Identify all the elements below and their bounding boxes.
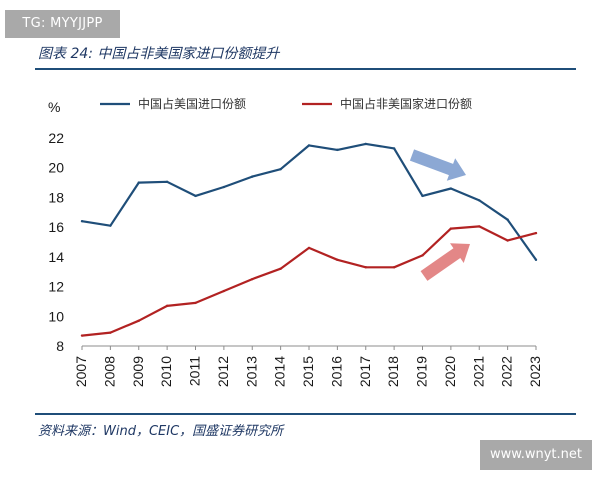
series-1-point [222, 185, 226, 189]
series-2-point [307, 246, 311, 250]
figure-title: 图表 24: 中国占非美国家进口份额提升 [38, 46, 280, 62]
y-tick-label: 8 [56, 338, 64, 354]
series-1-point [251, 175, 254, 178]
y-tick-label: 14 [48, 249, 64, 265]
series-1-point [80, 220, 84, 223]
series-2-point [80, 334, 84, 337]
x-tick-label: 2011 [187, 356, 203, 386]
series-line-1 [81, 142, 537, 261]
x-tick-label: 2017 [357, 356, 373, 387]
y-tick-label: 20 [48, 160, 64, 176]
series-1-point [137, 181, 140, 184]
series-2-point [137, 319, 140, 322]
chart-series [80, 142, 538, 337]
rise-arrow-icon [420, 243, 470, 281]
x-tick-label: 2020 [442, 356, 458, 387]
series-2-point [449, 227, 453, 230]
bottom-rule [35, 413, 576, 415]
series-1-point [307, 144, 311, 147]
y-tick-label: 22 [48, 130, 64, 146]
x-tick-label: 2023 [527, 356, 543, 387]
series-2-point [392, 266, 396, 269]
x-tick-label: 2013 [243, 356, 259, 387]
series-line-2 [81, 225, 537, 337]
decline-arrow-icon [409, 149, 467, 181]
x-tick-label: 2009 [130, 356, 146, 387]
watermark-tag: TG: MYYJJPP [5, 10, 120, 38]
series-1-point [109, 224, 112, 227]
series-2-point [421, 254, 424, 257]
y-tick-label: 12 [48, 279, 64, 295]
series-1-point [279, 168, 282, 171]
series-2-point [534, 231, 538, 235]
x-tick-label: 2022 [499, 356, 515, 387]
series-2-point [506, 239, 509, 242]
y-tick-labels: 8 10 12 14 16 18 20 22 [48, 130, 64, 354]
x-tick-label: 2021 [470, 356, 486, 387]
x-tick-label: 2015 [300, 356, 316, 387]
series-2-point [165, 304, 169, 308]
x-tick-label: 2007 [73, 356, 89, 387]
chart-annotations [409, 149, 470, 281]
series-1-point [506, 218, 509, 221]
top-rule [35, 68, 576, 70]
series-1-point [364, 142, 367, 146]
x-tick-label: 2019 [414, 356, 430, 387]
chart-legend: 中国占美国进口份额 中国占非美国家进口份额 [100, 96, 472, 111]
series-1-point [336, 148, 339, 152]
series-2-point [109, 331, 112, 334]
legend-label-1: 中国占美国进口份额 [138, 96, 246, 111]
series-1-point [392, 147, 396, 150]
series-1-point [478, 199, 481, 202]
series-1-point [194, 194, 197, 198]
series-1-point [421, 194, 424, 198]
series-2-point [194, 301, 197, 305]
series-2-point [251, 277, 254, 281]
series-1-point [449, 187, 453, 190]
legend-label-2: 中国占非美国家进口份额 [340, 96, 472, 111]
y-tick-label: 18 [48, 189, 64, 205]
series-2-point [222, 289, 226, 293]
watermark-site: www.wnyt.net [480, 440, 592, 470]
x-tick-labels: 2007 2008 2009 2010 2011 2012 2013 2014 2015 2016… [73, 356, 543, 387]
x-tick-label: 2018 [385, 356, 401, 387]
x-tick-label: 2014 [272, 356, 288, 387]
series-2-point [478, 225, 481, 228]
series-2-point [279, 267, 282, 270]
series-2-point [364, 266, 367, 269]
x-tick-label: 2008 [101, 356, 117, 387]
series-1-point [165, 180, 169, 184]
x-tick-label: 2010 [158, 356, 174, 387]
y-tick-label: 16 [48, 219, 64, 235]
y-tick-label: 10 [48, 308, 64, 324]
y-axis-unit-label: % [48, 99, 60, 115]
x-tick-label: 2012 [215, 356, 231, 387]
x-tick-label: 2016 [328, 356, 344, 387]
source-note: 资料来源：Wind，CEIC，国盛证券研究所 [38, 424, 284, 439]
chart-axes [81, 345, 537, 350]
series-1-point [534, 258, 538, 262]
series-2-point [336, 258, 339, 262]
